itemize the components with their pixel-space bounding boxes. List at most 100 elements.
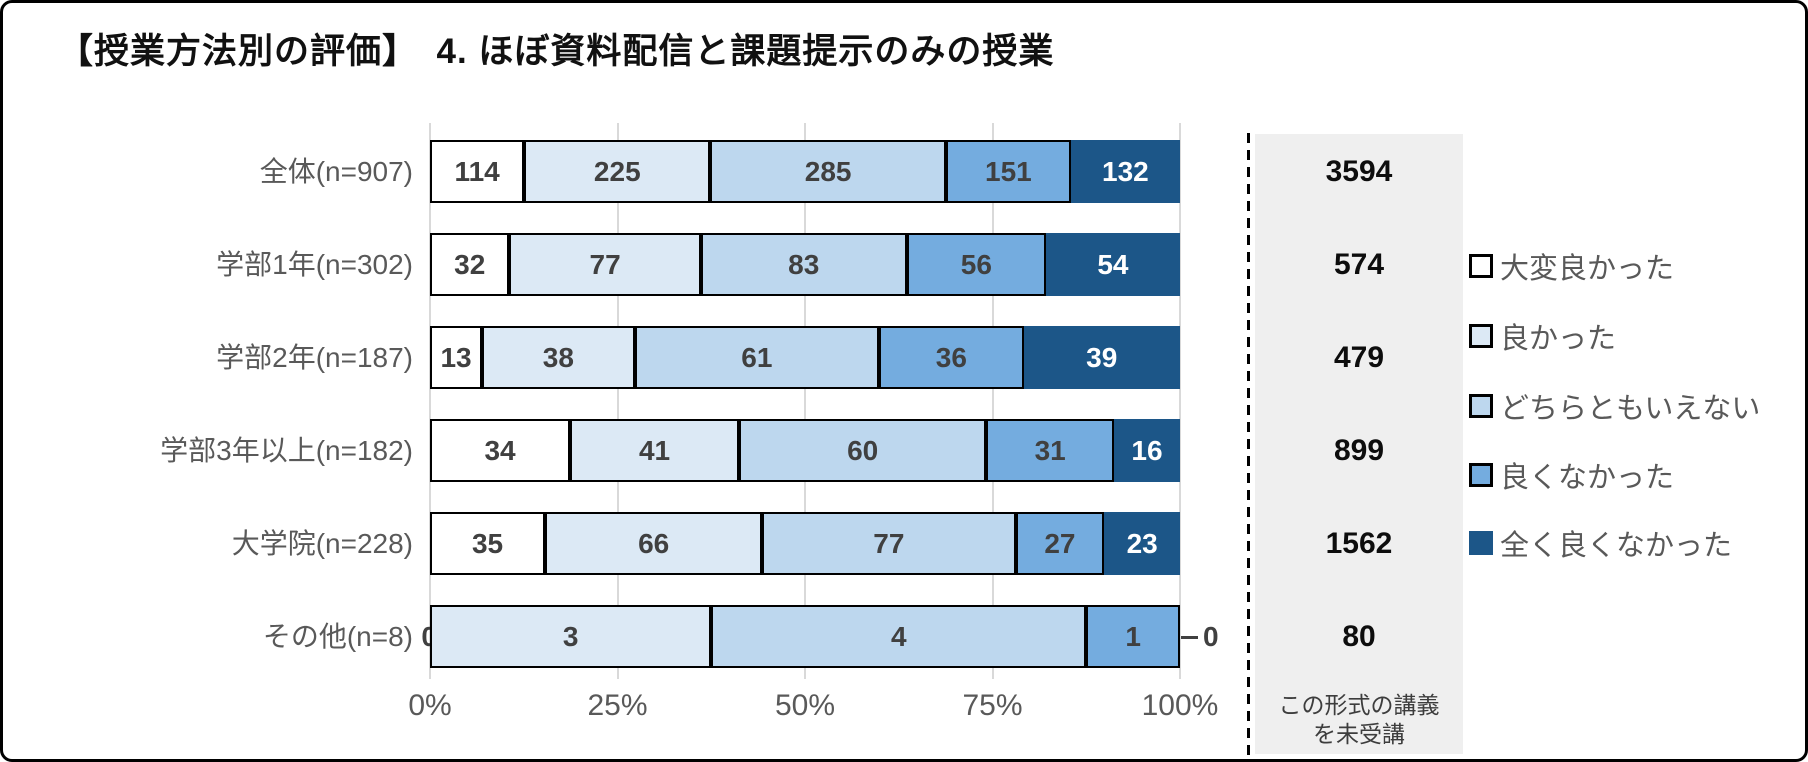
bar-segment: 41 — [570, 419, 740, 482]
bar-row: 114 225 285 151 132 — [430, 140, 1180, 203]
bar-segment: 3 — [430, 605, 712, 668]
bar-value-label: 61 — [741, 341, 773, 373]
bar-segment: 32 — [430, 233, 510, 296]
legend-label: 全く良くなかった — [1500, 530, 1733, 562]
axis-tick-label: 25% — [587, 689, 648, 722]
bar-segment: 285 — [710, 140, 946, 203]
category-label: その他(n=8) — [262, 620, 413, 652]
bar-segment: 38 — [482, 326, 635, 389]
bar-segment: 83 — [700, 233, 907, 296]
legend-label: どちらともいえない — [1500, 393, 1761, 425]
not-attended-value: 899 — [1333, 433, 1385, 467]
legend-swatch-icon — [1469, 463, 1493, 487]
bar-segment: 1 — [1086, 605, 1180, 668]
legend-swatch-icon — [1469, 324, 1493, 348]
gridline — [429, 123, 431, 679]
bar-segment: 39 — [1023, 326, 1180, 389]
category-label: 学部3年以上(n=182) — [160, 434, 413, 466]
legend-label: 良かった — [1500, 323, 1617, 355]
bar-value-label: 39 — [1086, 341, 1118, 373]
bar-value-label: 60 — [847, 434, 879, 466]
chart-title: 【授業方法別の評価】 4. ほぼ資料配信と課題提示のみの授業 — [58, 32, 1055, 71]
bar-segment: 36 — [879, 326, 1024, 389]
bar-value-label: 77 — [589, 248, 621, 280]
bar-segment: 77 — [762, 512, 1016, 575]
bar-segment: 77 — [509, 233, 701, 296]
legend-swatch-icon — [1469, 254, 1493, 278]
axis-tick-label: 100% — [1141, 689, 1219, 722]
bar-value-label: 285 — [804, 155, 852, 187]
bar-segment: 23 — [1104, 512, 1180, 575]
legend-label: 大変良かった — [1500, 253, 1675, 285]
not-attended-panel — [1255, 134, 1463, 754]
bar-value-label: 4 — [890, 620, 907, 652]
bar-segment: 56 — [906, 233, 1046, 296]
gridline — [616, 123, 619, 679]
bar-row: 13 38 61 36 39 — [430, 326, 1180, 389]
bar-value-label: 66 — [638, 527, 670, 559]
category-label: 学部1年(n=302) — [216, 248, 413, 280]
bar-segment: 61 — [634, 326, 880, 389]
not-attended-value: 479 — [1333, 340, 1385, 374]
legend-item: 良くなかった — [1469, 458, 1674, 494]
category-label: 学部2年(n=187) — [216, 341, 413, 373]
bar-row: 35 66 77 27 23 — [430, 512, 1180, 575]
not-attended-value: 1562 — [1325, 526, 1393, 560]
bar-row: 03410 — [421, 605, 1219, 668]
bar-segment: 35 — [430, 512, 546, 575]
gridline — [1179, 123, 1181, 679]
bar-segment: 60 — [739, 419, 987, 482]
not-attended-value: 3594 — [1325, 154, 1393, 188]
legend-item: 全く良くなかった — [1469, 526, 1732, 562]
bar-row: 32 77 83 56 54 — [430, 233, 1180, 296]
bar-value-label: 35 — [471, 527, 504, 559]
bar-value-label: 36 — [935, 341, 967, 373]
category-label: 大学院(n=228) — [231, 527, 413, 559]
bar-segment: 4 — [711, 605, 1087, 668]
bar-segment: 27 — [1015, 512, 1105, 575]
legend-item: どちらともいえない — [1469, 389, 1760, 425]
gridline — [804, 123, 806, 679]
bar-value-label: 13 — [440, 341, 472, 373]
bar-value-label: 38 — [542, 341, 574, 373]
separator-dashed-line — [1247, 133, 1250, 757]
bar-value-label: 114 — [454, 155, 500, 187]
bar-segment: 132 — [1070, 140, 1180, 203]
bar-value-label: 83 — [788, 248, 820, 280]
bar-value-label: 32 — [454, 248, 486, 280]
legend-item: 大変良かった — [1469, 249, 1674, 285]
bar-value-label: 3 — [562, 620, 579, 652]
bar-value-label-zero-right: 0 — [1203, 620, 1219, 652]
bar-segment: 31 — [986, 419, 1115, 482]
legend-swatch-icon — [1469, 531, 1493, 555]
bar-value-label: 23 — [1126, 527, 1158, 559]
bar-segment: 66 — [545, 512, 763, 575]
category-label: 全体(n=907) — [259, 155, 413, 187]
bar-segment: 13 — [430, 326, 483, 389]
not-attended-note-line2: を未受講 — [1313, 721, 1405, 747]
bar-segment: 114 — [430, 140, 525, 203]
bar-row: 34 41 60 31 16 — [430, 419, 1180, 482]
bar-value-label: 56 — [960, 248, 992, 280]
not-attended-value: 80 — [1342, 619, 1376, 653]
not-attended-value: 574 — [1333, 247, 1385, 281]
bar-value-label: 41 — [638, 434, 671, 466]
bar-segment: 151 — [945, 140, 1071, 203]
bar-segment: 16 — [1114, 419, 1180, 482]
bar-value-label: 132 — [1102, 155, 1149, 187]
axis-tick-label: 0% — [408, 689, 452, 722]
bar-value-label: 54 — [1097, 248, 1129, 280]
legend-item: 良かった — [1469, 319, 1616, 355]
bar-value-label: 225 — [593, 155, 641, 187]
legend-label: 良くなかった — [1500, 462, 1675, 494]
bar-segment: 225 — [524, 140, 711, 203]
gridline — [991, 123, 994, 679]
zero-leader-line — [1181, 635, 1198, 639]
bar-segment: 34 — [430, 419, 571, 482]
bar-value-label: 34 — [484, 434, 516, 466]
legend-swatch-icon — [1469, 394, 1493, 418]
bar-value-label: 151 — [985, 155, 1032, 187]
axis-tick-label: 75% — [962, 689, 1023, 722]
bar-value-label: 31 — [1034, 434, 1066, 466]
